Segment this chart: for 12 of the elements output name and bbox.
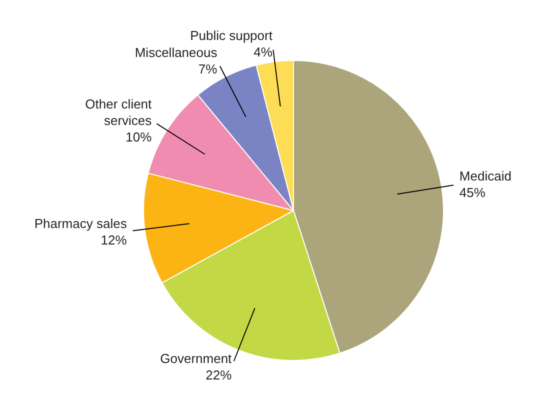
slice-label: Miscellaneous — [134, 45, 218, 60]
slice-label: Other client services — [85, 96, 152, 128]
data-label: 10% — [126, 129, 152, 144]
slice-label: Government — [160, 350, 232, 366]
data-label: 45% — [459, 184, 486, 200]
slice-label: Pharmacy sales — [34, 216, 128, 231]
data-label: 7% — [198, 62, 218, 77]
data-label: 22% — [206, 367, 232, 382]
data-label: 12% — [100, 232, 128, 248]
slice-label: Public support — [190, 28, 273, 44]
data-label: 4% — [254, 44, 273, 60]
slice-label: Medicaid — [459, 168, 512, 184]
